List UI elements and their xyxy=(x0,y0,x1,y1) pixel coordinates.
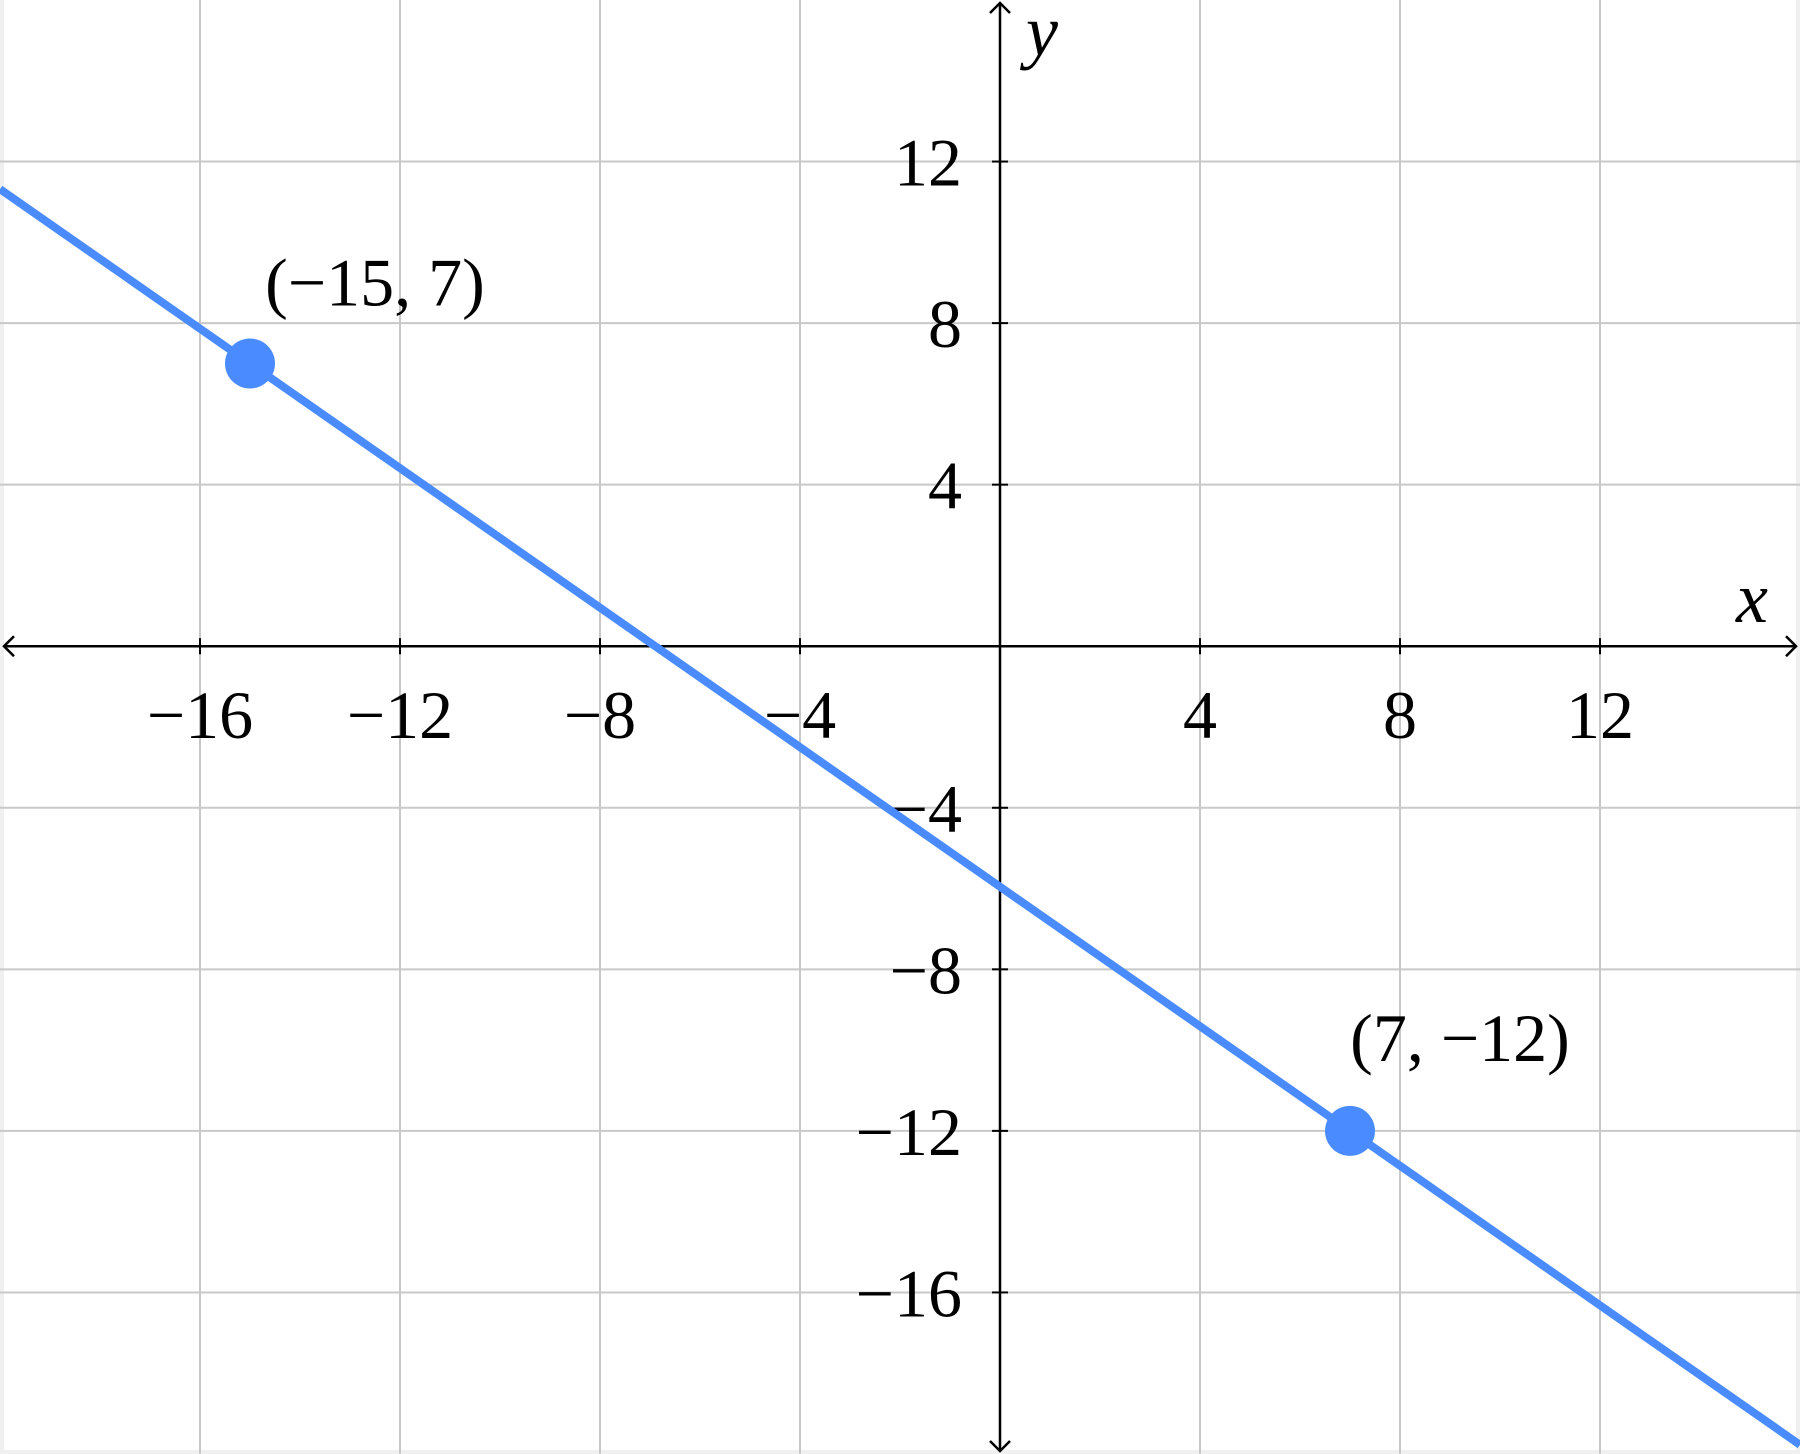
x-axis-left-arrow-icon xyxy=(2,635,15,658)
y-tick-label: 8 xyxy=(928,286,962,362)
x-tick-label: 8 xyxy=(1383,677,1417,753)
y-tick-label: 4 xyxy=(928,448,962,524)
y-axis-top-arrow-icon xyxy=(989,1,1011,14)
data-point xyxy=(1325,1105,1375,1156)
line-series xyxy=(0,185,1800,1449)
x-tick-label: −16 xyxy=(147,677,253,753)
data-point-label: (−15, 7) xyxy=(265,245,485,321)
y-tick-label: −12 xyxy=(856,1094,962,1170)
data-point-label: (7, −12) xyxy=(1350,1000,1570,1076)
data-point xyxy=(225,338,275,389)
series: (−15, 7) (7, −12) xyxy=(0,185,1800,1449)
y-axis-bottom-arrow-icon xyxy=(989,1440,1011,1453)
y-tick-label: 12 xyxy=(894,125,962,201)
x-tick-label: 12 xyxy=(1566,677,1634,753)
y-tick-label: −16 xyxy=(856,1255,962,1331)
x-axis-right-arrow-icon xyxy=(1785,635,1798,658)
x-tick-label: 4 xyxy=(1183,677,1217,753)
x-tick-label: −8 xyxy=(564,677,636,753)
y-tick-label: −8 xyxy=(890,932,962,1008)
plot-background xyxy=(4,0,1796,1450)
x-tick-label: −4 xyxy=(764,677,836,753)
x-axis-label: x xyxy=(1735,558,1768,638)
y-axis-label: y xyxy=(1019,0,1058,71)
x-tick-label: −12 xyxy=(347,677,453,753)
